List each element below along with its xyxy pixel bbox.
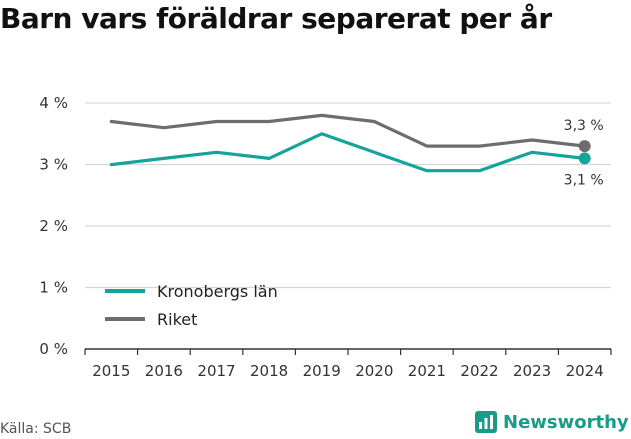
end-point-kronoberg [578,152,591,165]
x-tick-label: 2018 [250,362,288,380]
x-tick-label: 2017 [197,362,235,380]
series-line-riket [109,113,587,148]
end-label-riket: 3,3 % [564,118,604,134]
bar-chart-logo-icon [475,411,497,433]
x-tick-label: 2015 [92,362,130,380]
line-chart: 0 % 1 % 2 % 3 % 4 % 2015 2016 2017 2018 2019 2020 2… [39,94,612,380]
x-tick-label: 2024 [566,362,604,380]
y-tick-label: 1 % [39,279,68,297]
x-tick-label: 2022 [460,362,498,380]
x-tick-label: 2020 [355,362,393,380]
end-point-riket [578,140,591,153]
source-note: Källa: SCB [0,421,72,437]
y-tick-label: 3 % [39,156,68,174]
x-tick-label: 2023 [513,362,551,380]
x-tick-label: 2021 [408,362,446,380]
end-label-kronoberg: 3,1 % [564,172,604,188]
x-tick-label: 2019 [303,362,341,380]
series-line-kronoberg [109,132,587,173]
series-lines [109,113,591,173]
axes: 0 % 1 % 2 % 3 % 4 % 2015 2016 2017 2018 2019 2020 2… [39,94,612,380]
y-tick-label: 0 % [39,340,68,358]
y-tick-label: 2 % [39,217,68,235]
legend: Kronobergs län Riket [105,282,278,329]
chart-title: Barn vars föräldrar separerat per år [0,2,552,35]
brand-logo[interactable]: Newsworthy [475,409,629,435]
data-labels: 3,3 % 3,1 % [564,118,604,188]
brand-name: Newsworthy [503,411,629,433]
legend-label: Riket [157,310,197,329]
y-tick-label: 4 % [39,94,68,112]
x-tick-label: 2016 [145,362,183,380]
legend-label: Kronobergs län [157,282,278,301]
gridlines [85,102,611,289]
